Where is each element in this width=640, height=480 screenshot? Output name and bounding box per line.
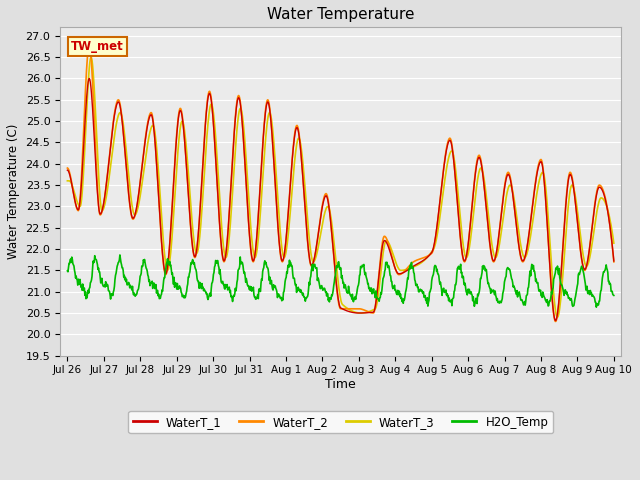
WaterT_3 [87,54,95,60]
WaterT_2 [500,188,508,194]
WaterT_3 [305,229,312,235]
H2O_Temp [439,286,447,292]
WaterT_1 [85,75,93,81]
H2O_Temp [285,264,292,270]
WaterT_2 [552,319,559,324]
WaterT_1 [500,190,508,195]
WaterT_1 [120,134,127,140]
WaterT_3 [285,225,292,230]
WaterT_2 [85,41,93,47]
Legend: WaterT_1, WaterT_2, WaterT_3, H2O_Temp: WaterT_1, WaterT_2, WaterT_3, H2O_Temp [128,411,553,433]
X-axis label: Time: Time [325,378,356,391]
Line: H2O_Temp: H2O_Temp [67,255,614,307]
H2O_Temp [116,252,124,258]
WaterT_1 [285,201,292,206]
WaterT_3 [439,189,447,195]
WaterT_1 [490,258,498,264]
H2O_Temp [593,304,600,310]
WaterT_1 [610,258,618,264]
Y-axis label: Water Temperature (C): Water Temperature (C) [7,124,20,259]
H2O_Temp [500,286,508,291]
Line: WaterT_3: WaterT_3 [67,57,614,317]
H2O_Temp [610,292,618,298]
WaterT_3 [554,314,561,320]
H2O_Temp [305,286,312,291]
WaterT_2 [490,259,498,264]
WaterT_3 [500,210,508,216]
WaterT_2 [63,165,71,171]
WaterT_2 [439,169,447,175]
WaterT_3 [490,252,498,258]
WaterT_2 [305,249,312,255]
H2O_Temp [120,274,127,280]
WaterT_1 [552,318,559,324]
H2O_Temp [490,289,498,295]
WaterT_1 [63,167,71,173]
WaterT_2 [610,259,618,265]
Text: TW_met: TW_met [71,40,124,53]
WaterT_1 [439,170,447,176]
WaterT_3 [120,125,127,131]
Line: WaterT_2: WaterT_2 [67,44,614,322]
WaterT_1 [305,249,312,254]
Line: WaterT_1: WaterT_1 [67,78,614,321]
WaterT_2 [120,133,127,139]
H2O_Temp [63,268,71,274]
Title: Water Temperature: Water Temperature [267,7,414,22]
WaterT_3 [610,240,618,246]
WaterT_3 [63,178,71,184]
WaterT_2 [285,200,292,206]
